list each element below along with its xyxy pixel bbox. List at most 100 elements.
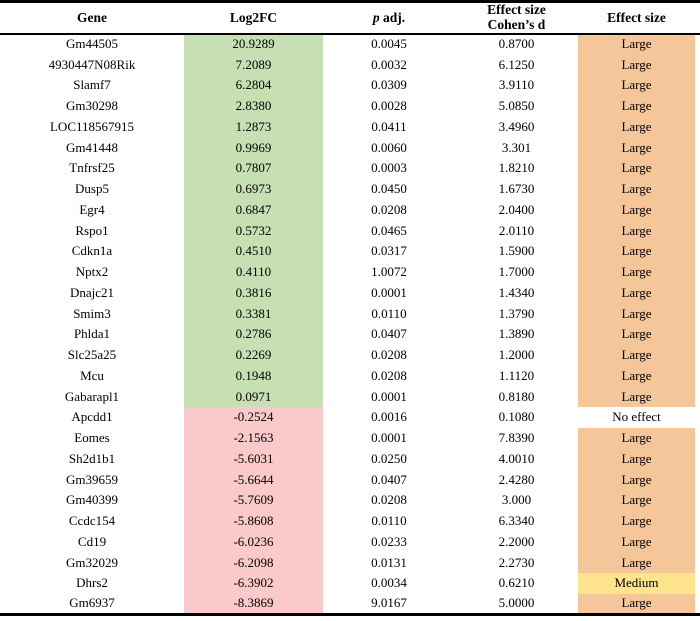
cohens-d-cell: 2.2000 (498, 533, 535, 549)
effect-size-cell: Large (578, 324, 695, 345)
gene-name-cell: Gm32029 (66, 554, 118, 570)
effect-size-cell: Large (578, 116, 695, 138)
log2fc-cell: 1.2873 (184, 116, 323, 138)
p-adj-cell: 0.0001 (371, 284, 407, 300)
table-row: Smim3 0.3381 0.0110 1.3790 Large (0, 303, 700, 324)
gene-name-cell: Phlda1 (73, 326, 111, 342)
table-row: Gm39659 -5.6644 0.0407 2.4280 Large (0, 469, 700, 490)
table-row: Eomes -2.1563 0.0001 7.8390 Large (0, 427, 700, 449)
header-row: Gene Log2FC p adj. Effect size Cohen’s d… (0, 2, 700, 34)
log2fc-cell: -5.6031 (184, 448, 323, 470)
effect-size-cell: Medium (578, 573, 695, 594)
gene-name-cell: Gm41448 (66, 139, 118, 155)
cohens-d-cell: 2.2730 (498, 554, 535, 570)
log2fc-cell: 0.6973 (184, 178, 323, 200)
effect-size-cell: Large (578, 365, 695, 387)
spacer-cell (695, 283, 700, 304)
table-row: Egr4 0.6847 0.0208 2.0400 Large (0, 199, 700, 221)
header-effect-size-cohens-d: Effect size Cohen’s d (455, 2, 578, 34)
log2fc-cell: -6.0236 (184, 531, 323, 553)
spacer-cell (695, 407, 700, 428)
spacer-cell (695, 532, 700, 553)
p-adj-cell: 0.0407 (371, 471, 407, 487)
gene-name-cell: Ccdc154 (68, 513, 116, 529)
gene-name-cell: Nptx2 (75, 264, 109, 280)
spacer-cell (695, 386, 700, 407)
spacer-cell (695, 96, 700, 117)
spacer-cell (695, 428, 700, 449)
log2fc-cell: -2.1563 (184, 427, 323, 449)
effect-size-cell: Large (578, 427, 695, 449)
gene-name-cell: Cd19 (77, 533, 107, 549)
cohens-d-cell: 1.6730 (498, 181, 535, 197)
p-adj-cell: 0.0208 (371, 492, 407, 508)
p-adj-cell: 0.0208 (371, 367, 407, 383)
p-adj-cell: 0.0407 (371, 326, 407, 342)
log2fc-cell: -5.7609 (184, 490, 323, 511)
cohens-d-cell: 3.301 (501, 139, 532, 155)
spacer-cell (695, 241, 700, 262)
cohens-d-cell: 2.4280 (498, 471, 535, 487)
effect-size-cell: Large (578, 593, 695, 615)
effect-size-cell: Large (578, 510, 695, 532)
spacer-cell (695, 200, 700, 221)
p-adj-cell: 0.0032 (371, 56, 407, 72)
log2fc-cell: 0.3816 (184, 282, 323, 304)
spacer-cell (695, 54, 700, 75)
log2fc-cell: 0.3381 (184, 303, 323, 324)
p-adj-cell: 0.0250 (371, 450, 407, 466)
gene-name-cell: Tnfrsf25 (69, 160, 115, 176)
spacer-cell (695, 594, 700, 615)
spacer-cell (695, 117, 700, 138)
p-adj-cell: 0.0450 (371, 181, 407, 197)
effect-size-cell: Large (578, 137, 695, 158)
spacer-cell (695, 573, 700, 594)
header-p-adj: p adj. (323, 2, 455, 34)
gene-name-cell: Gabarapl1 (64, 388, 120, 404)
table-row: Gm30298 2.8380 0.0028 5.0850 Large (0, 95, 700, 117)
table-row: Gm41448 0.9969 0.0060 3.301 Large (0, 137, 700, 158)
effect-size-cell: Large (578, 303, 695, 324)
cohens-d-cell: 7.8390 (498, 430, 535, 446)
gene-name-cell: Gm6937 (69, 595, 115, 611)
cohens-d-cell: 1.2000 (498, 347, 535, 363)
p-adj-cell: 0.0208 (371, 347, 407, 363)
effect-size-cell: Large (578, 75, 695, 96)
p-adj-cell: 0.0411 (371, 118, 407, 134)
log2fc-cell: -5.8608 (184, 510, 323, 532)
table-row: Nptx2 0.4110 1.0072 1.7000 Large (0, 261, 700, 283)
header-cohens-d-line2: Cohen’s d (487, 16, 546, 32)
p-adj-cell: 0.0465 (371, 222, 407, 238)
p-adj-cell: 0.0060 (371, 139, 407, 155)
p-adj-cell: 0.0016 (371, 409, 407, 425)
cohens-d-cell: 5.0850 (498, 98, 535, 114)
table-header: Gene Log2FC p adj. Effect size Cohen’s d… (0, 2, 700, 34)
spacer-cell (695, 220, 700, 241)
spacer-cell (695, 303, 700, 324)
spacer-cell (695, 469, 700, 490)
log2fc-cell: 20.9289 (184, 33, 323, 55)
table-row: Dnajc21 0.3816 0.0001 1.4340 Large (0, 282, 700, 304)
cohens-d-cell: 2.0110 (498, 222, 535, 238)
table-row: Gabarapl1 0.0971 0.0001 0.8180 Large (0, 386, 700, 407)
effect-size-cell: Large (578, 33, 695, 55)
cohens-d-cell: 0.6210 (498, 575, 535, 591)
table-row: Cd19 -6.0236 0.0233 2.2000 Large (0, 531, 700, 553)
effect-size-cell: Large (578, 261, 695, 283)
cohens-d-cell: 0.8700 (498, 36, 535, 52)
cohens-d-cell: 1.4340 (498, 284, 535, 300)
spacer-cell (695, 552, 700, 573)
effect-size-cell: Large (578, 448, 695, 470)
gene-name-cell: Apcdd1 (71, 409, 113, 425)
cohens-d-cell: 3.9110 (498, 77, 535, 93)
cohens-d-cell: 1.5900 (498, 243, 535, 259)
log2fc-cell: 0.6847 (184, 199, 323, 221)
table-row: Phlda1 0.2786 0.0407 1.3890 Large (0, 324, 700, 345)
spacer-cell (695, 34, 700, 55)
header-effect-size-line1: Effect size (487, 2, 546, 18)
effect-size-cell: Large (578, 241, 695, 262)
log2fc-cell: -8.3869 (184, 593, 323, 615)
log2fc-cell: 7.2089 (184, 54, 323, 75)
cohens-d-cell: 0.8180 (498, 388, 535, 404)
